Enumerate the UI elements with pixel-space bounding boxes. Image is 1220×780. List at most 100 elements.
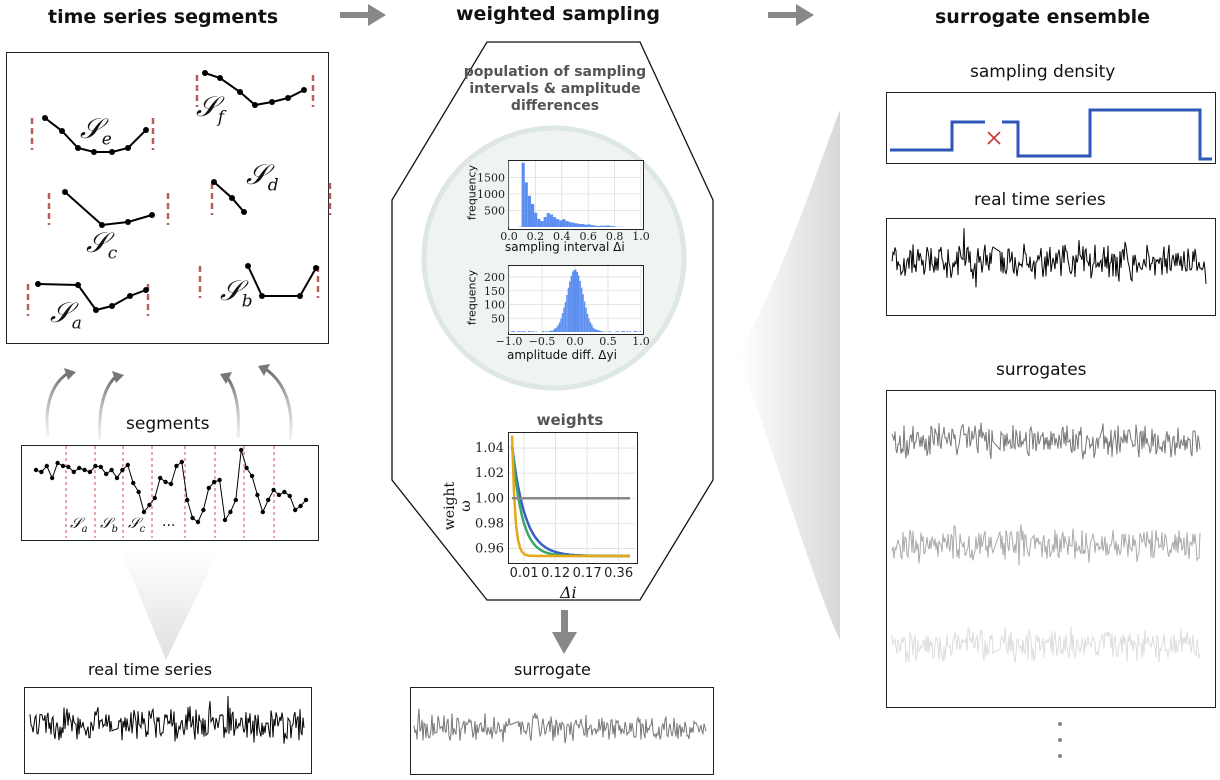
header-weighted-sampling: weighted sampling — [456, 3, 660, 25]
hist-bar — [511, 331, 514, 332]
gap-x-icon — [987, 131, 1001, 145]
hist-bar — [600, 225, 604, 227]
arrow-head-icon — [220, 372, 232, 384]
segment-label-a: 𝒮a — [50, 296, 82, 334]
hist-bar — [621, 331, 624, 332]
segment-point — [114, 475, 120, 481]
hist1-xtick: 0.8 — [606, 230, 624, 243]
weight-curve — [510, 435, 630, 558]
hist-bar — [623, 330, 625, 332]
hist-bar — [542, 331, 545, 332]
hist-bar — [553, 329, 555, 332]
segment-point — [136, 489, 141, 495]
hist1-ytick: 500 — [484, 205, 505, 218]
weights-xtick: 0.12 — [541, 566, 570, 581]
arrow-head-icon — [64, 368, 76, 380]
population-title: population of sampling intervals & ampli… — [463, 64, 647, 114]
segment-point — [298, 503, 303, 509]
segment-point — [276, 492, 282, 498]
hist-bar — [543, 217, 547, 227]
segment-point — [147, 502, 152, 508]
hist-bar — [559, 220, 563, 227]
hist-bar — [572, 271, 574, 332]
hist-bar — [604, 331, 606, 332]
segment-point — [87, 469, 93, 475]
segments-plot — [21, 445, 319, 541]
hist2-ytick: 100 — [484, 299, 505, 312]
vertical-ellipsis-icon — [1058, 722, 1062, 758]
hist-bar — [593, 225, 598, 227]
hist1-xtick: 1.0 — [632, 230, 650, 243]
segment-point — [66, 464, 71, 470]
segment-point — [239, 447, 244, 453]
hist-bar — [579, 280, 581, 332]
segment-point — [212, 479, 217, 485]
surrogates-label: surrogates — [996, 360, 1087, 380]
hist1-xtick: 0.0 — [500, 230, 518, 243]
hist-bar — [635, 330, 637, 332]
weights-xtick: 0.17 — [573, 566, 602, 581]
hist-bar — [582, 294, 584, 332]
arrow-right-icon — [340, 4, 386, 26]
segment-label-e: 𝒮e — [80, 112, 112, 150]
hist-bar — [540, 221, 544, 227]
hist-bar — [570, 275, 573, 332]
segment-point — [190, 515, 195, 521]
hist-bar — [564, 302, 567, 332]
hist-bar — [522, 331, 524, 332]
hist-bar — [566, 295, 568, 332]
hist-bar — [567, 287, 570, 332]
hist-bar — [569, 281, 571, 332]
real-series-label-right: real time series — [974, 190, 1106, 210]
segment-point — [266, 497, 271, 503]
segment-point — [293, 507, 298, 513]
hist-bar — [603, 225, 607, 227]
hist-bar — [576, 271, 578, 332]
hist-bar — [517, 331, 520, 332]
header-surrogate-ensemble: surrogate ensemble — [935, 6, 1151, 28]
hist2-ytick: 200 — [484, 271, 505, 284]
weights-ytick: 0.96 — [475, 541, 504, 556]
segment-point — [287, 493, 292, 499]
arrow-head-icon — [112, 371, 124, 383]
segment-point — [141, 509, 147, 515]
weights-xlabel: Δi — [560, 583, 577, 602]
segment-point — [158, 475, 163, 481]
hist-bar — [568, 222, 572, 228]
arrow-down-icon — [552, 610, 577, 654]
segment-point — [131, 480, 136, 486]
hist-bar — [513, 331, 515, 332]
hist-bar — [578, 223, 582, 227]
inline-label-b: 𝒮b — [100, 514, 119, 535]
segment-point — [222, 517, 228, 523]
hist2-xtick: 0.5 — [599, 335, 617, 348]
hist2-xtick: −1.0 — [496, 335, 523, 348]
hist2-xtick: −0.5 — [529, 335, 556, 348]
segment-point — [282, 489, 287, 495]
hist-bar — [571, 222, 576, 227]
segment-point — [168, 481, 174, 487]
segment-point — [195, 519, 201, 525]
hist-bar — [549, 214, 554, 227]
segment-point — [228, 509, 233, 515]
segment-point — [152, 495, 157, 501]
segment-point — [50, 475, 55, 481]
hist-bar — [557, 325, 559, 332]
hist-bar — [554, 328, 556, 332]
hist-bar — [617, 331, 619, 332]
hist-bar — [563, 307, 565, 332]
hist-bar — [601, 331, 603, 332]
hist-bar — [591, 324, 593, 332]
hist-bar — [583, 301, 586, 332]
hist2-xlabel: amplitude diff. Δyi — [507, 348, 617, 362]
segment-point — [77, 465, 82, 471]
hist-bar — [519, 331, 521, 332]
hist-bar — [516, 331, 518, 332]
hist-bar — [633, 330, 636, 332]
hist-bar — [573, 269, 575, 332]
